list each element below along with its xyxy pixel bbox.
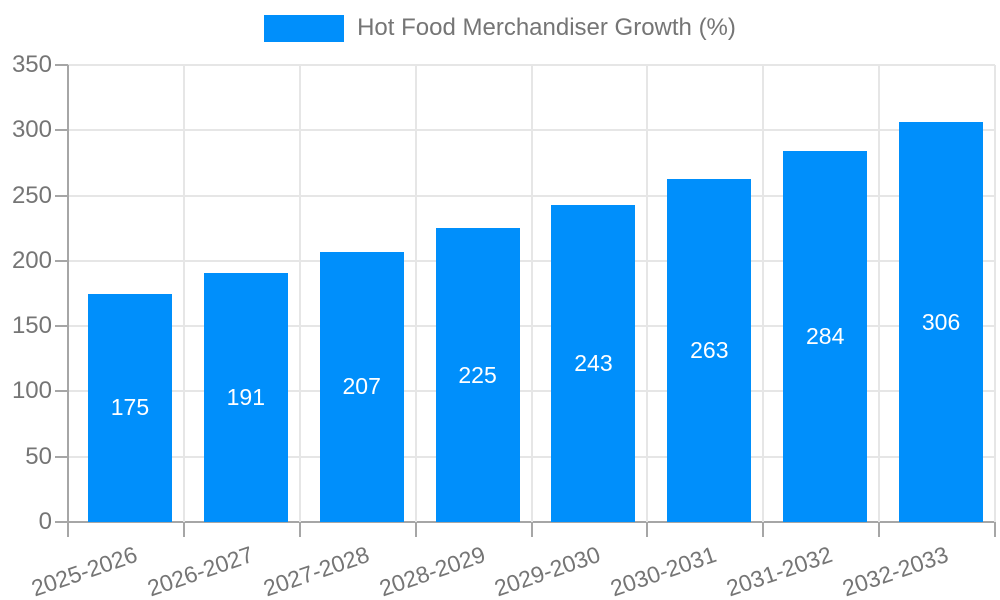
- y-tick-label: 50: [25, 442, 52, 470]
- legend-swatch: [264, 14, 345, 42]
- y-tick-mark: [55, 194, 68, 197]
- x-tick-label: 2030-2031: [607, 541, 720, 600]
- x-tick-mark: [298, 522, 301, 537]
- x-tick-label: 2031-2032: [723, 541, 836, 600]
- y-tick-label: 150: [11, 312, 52, 340]
- bar[interactable]: 175: [87, 293, 172, 522]
- y-tick-mark: [55, 325, 68, 328]
- y-tick-mark: [55, 259, 68, 262]
- bar-value-label: 225: [458, 361, 497, 388]
- bar[interactable]: 243: [551, 204, 636, 522]
- x-tick-label: 2025-2026: [27, 541, 141, 600]
- x-tick-mark: [67, 522, 69, 537]
- legend-label: Hot Food Merchandiser Growth (%): [357, 14, 736, 41]
- x-tick-mark: [182, 522, 185, 537]
- bar-value-label: 191: [226, 383, 265, 410]
- x-gridline: [298, 65, 301, 522]
- x-gridline: [530, 65, 533, 522]
- bar-value-label: 207: [342, 373, 381, 400]
- x-gridline: [994, 65, 996, 522]
- bar[interactable]: 225: [435, 228, 520, 522]
- y-tick-mark: [55, 64, 68, 66]
- y-tick-label: 0: [38, 508, 52, 535]
- x-gridline: [182, 65, 185, 522]
- bar-value-label: 243: [574, 349, 613, 376]
- bar[interactable]: 263: [667, 178, 752, 522]
- x-tick-label: 2032-2033: [839, 541, 952, 600]
- y-tick-mark: [55, 129, 68, 132]
- y-tick-mark: [55, 521, 68, 523]
- x-tick-mark: [530, 522, 533, 537]
- x-tick-mark: [994, 522, 996, 537]
- y-tick-label: 250: [11, 181, 52, 209]
- bar[interactable]: 191: [203, 272, 288, 522]
- x-tick-label: 2028-2029: [375, 541, 489, 600]
- x-gridline: [878, 65, 881, 522]
- x-tick-label: 2029-2030: [491, 541, 604, 600]
- legend[interactable]: Hot Food Merchandiser Growth (%): [0, 14, 1000, 42]
- y-tick-mark: [55, 390, 68, 393]
- y-tick-label: 200: [11, 246, 52, 274]
- y-tick-label: 350: [11, 51, 52, 78]
- x-tick-mark: [762, 522, 765, 537]
- y-axis-line: [67, 65, 69, 522]
- y-tick-mark: [55, 455, 68, 458]
- x-gridline: [762, 65, 765, 522]
- x-tick-label: 2026-2027: [143, 541, 257, 600]
- bar-value-label: 175: [110, 394, 150, 421]
- bar-value-label: 263: [690, 336, 729, 363]
- y-tick-label: 300: [11, 116, 52, 144]
- bar-value-label: 284: [806, 323, 845, 350]
- x-gridline: [414, 65, 417, 522]
- bar[interactable]: 284: [783, 151, 868, 522]
- bar[interactable]: 207: [319, 251, 404, 522]
- bar[interactable]: 306: [899, 122, 984, 522]
- x-tick-mark: [646, 522, 649, 537]
- bar-value-label: 306: [921, 308, 961, 335]
- x-tick-label: 2027-2028: [259, 541, 373, 600]
- y-tick-label: 100: [11, 377, 52, 405]
- x-tick-mark: [414, 522, 417, 537]
- x-tick-mark: [878, 522, 881, 537]
- x-gridline: [646, 65, 649, 522]
